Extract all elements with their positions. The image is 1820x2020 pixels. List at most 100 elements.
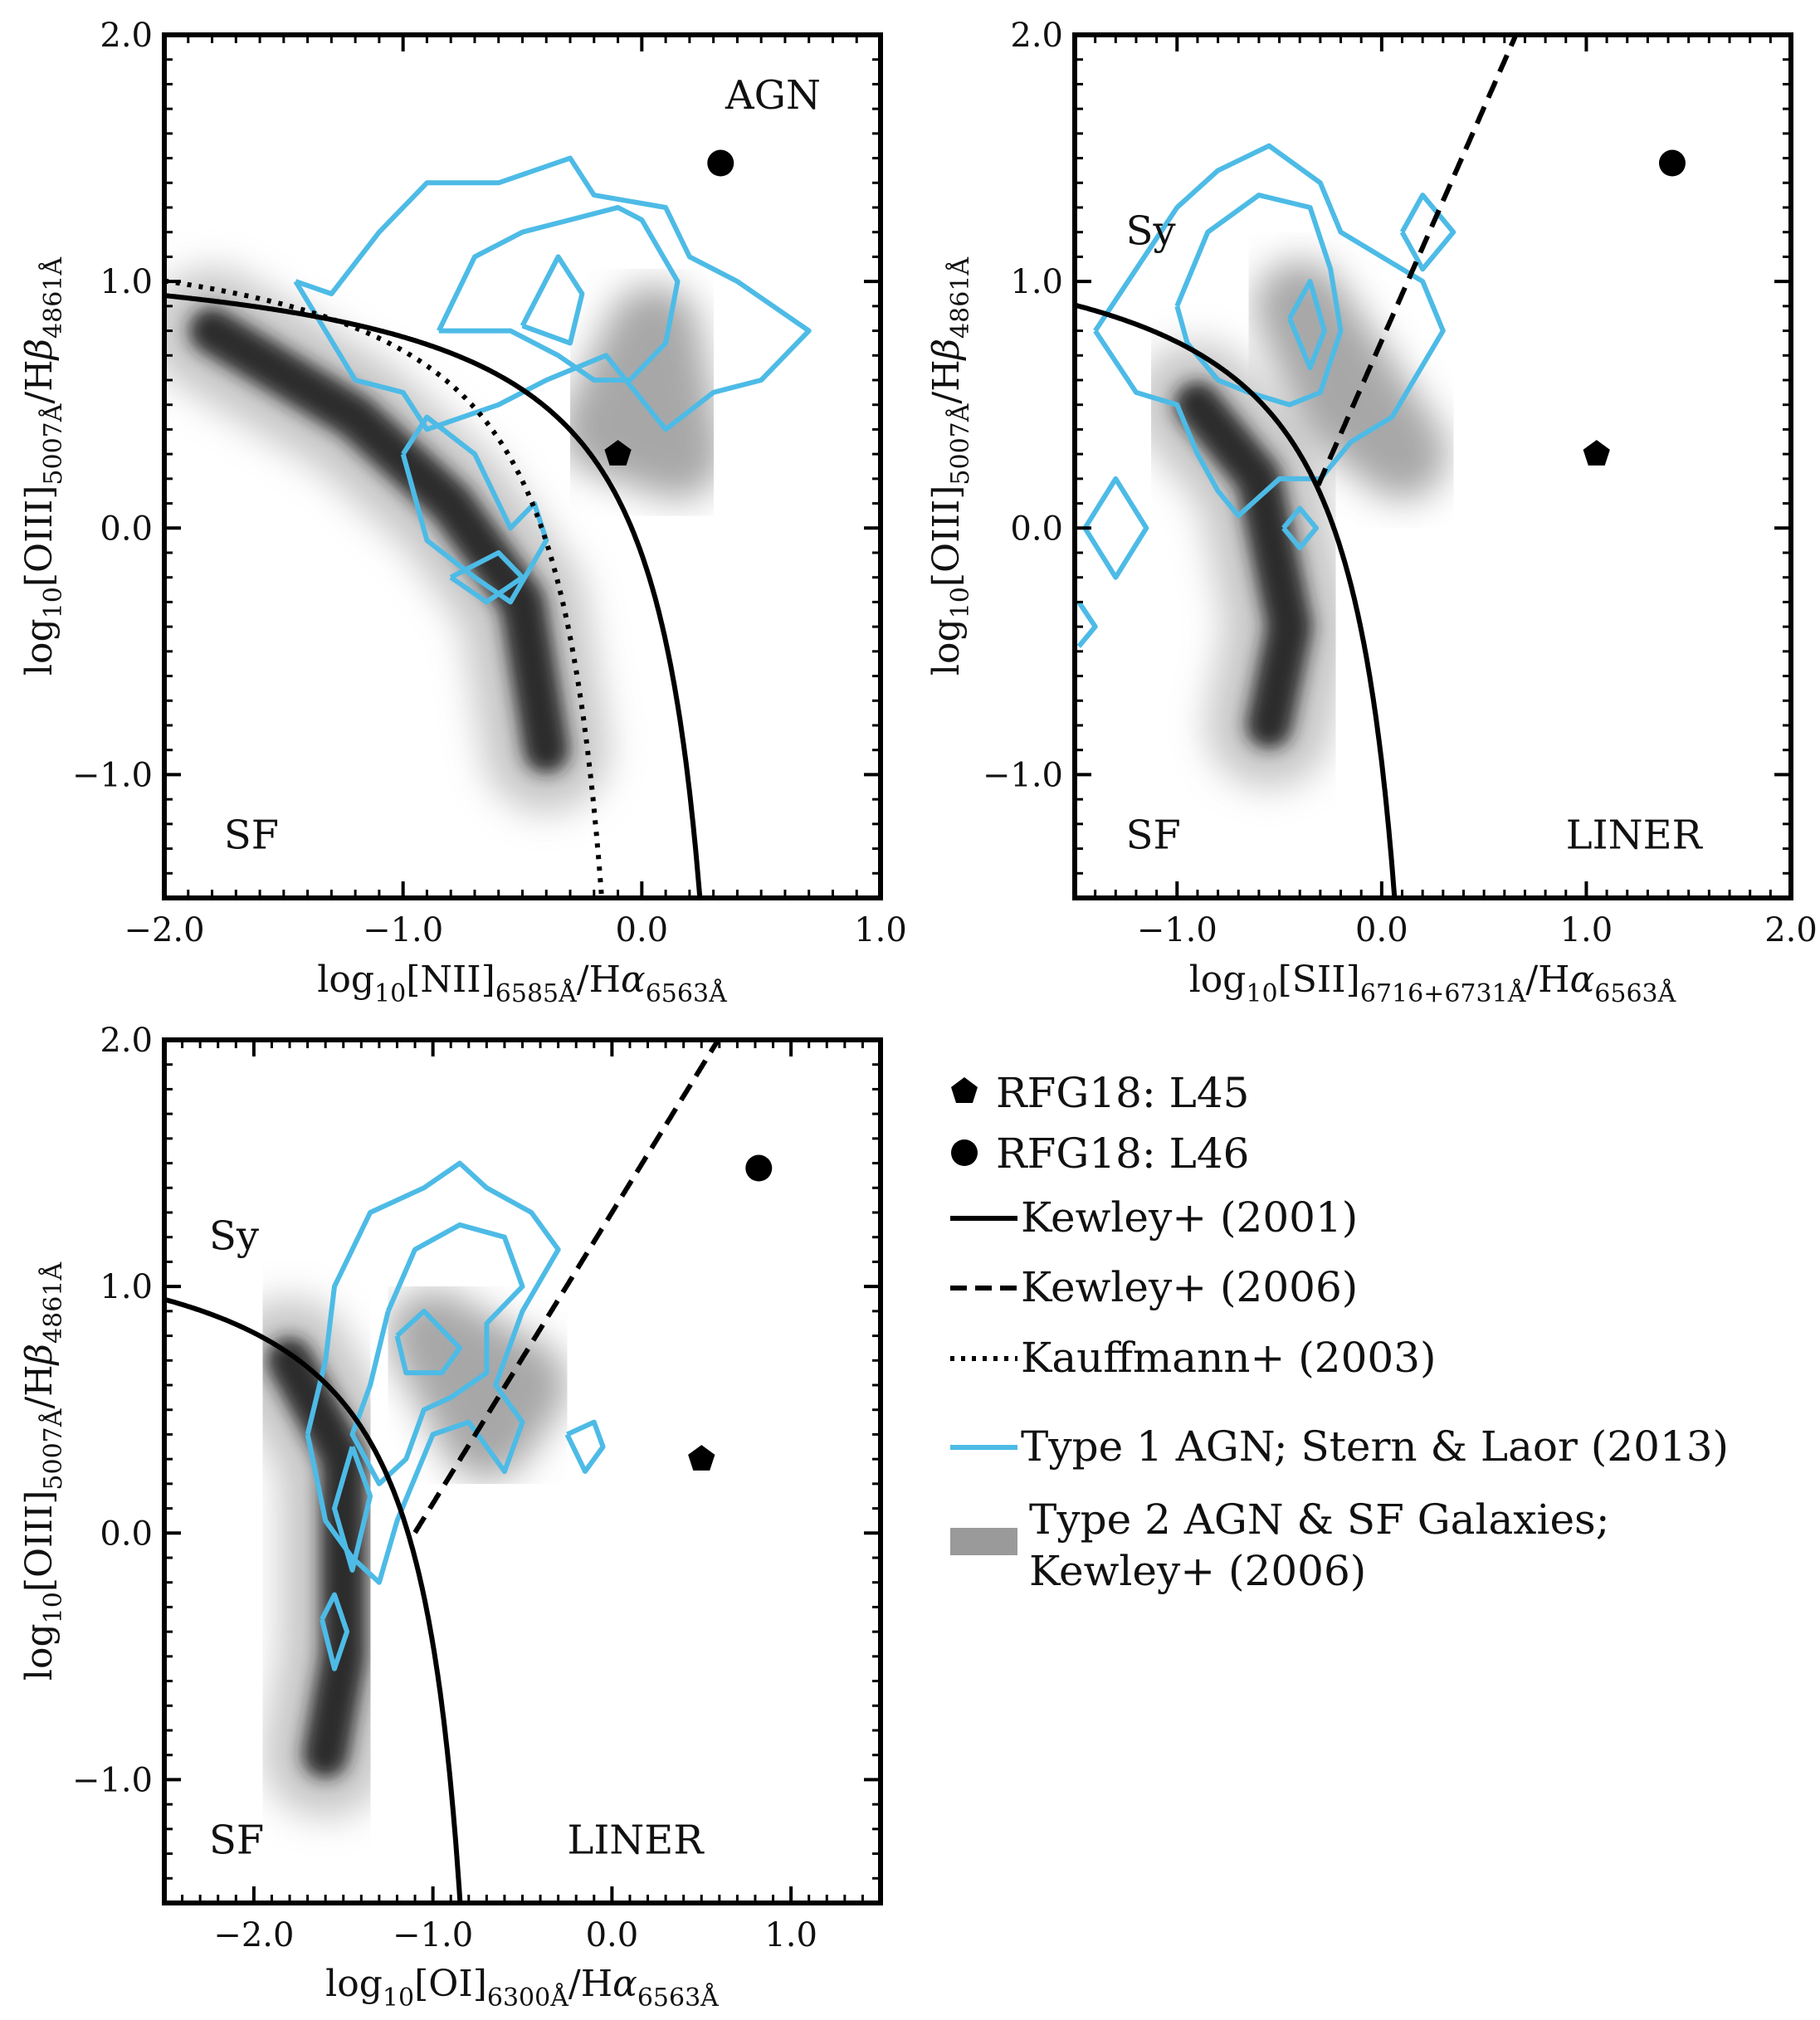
x-tick-label: 1.0 [854, 911, 907, 949]
ticks-nii: −2.0 −1.0 0.0 1.0 −1.0 0.0 1.0 2.0 [72, 17, 907, 949]
legend-label-type2-line1: Type 2 AGN & SF Galaxies; [1029, 1495, 1610, 1544]
legend-label-kewley06: Kewley+ (2006) [1021, 1263, 1358, 1311]
density-ridge [189, 308, 569, 773]
kewley01-line [164, 1296, 463, 1903]
legend-label-type2-line2: Kewley+ (2006) [1029, 1547, 1366, 1595]
type1-contour [1082, 476, 1149, 580]
y-tick-label: 0.0 [1010, 510, 1063, 548]
legend-gray-patch-icon [950, 1528, 1017, 1555]
density-ridge [1174, 382, 1313, 749]
legend-pentagon-icon [951, 1077, 978, 1103]
x-tick-label: −1.0 [1137, 911, 1217, 949]
points-nii [604, 149, 734, 466]
panel-sii: −1.0 0.0 1.0 2.0 −1.0 0.0 1.0 2.0 Sy SF LINER log… [925, 17, 1818, 1008]
x-tick-label: 0.0 [616, 911, 669, 949]
type1-contour [520, 254, 585, 346]
type1-contour [449, 550, 525, 605]
lines-sii [1075, 35, 1519, 898]
x-tick-label: 0.0 [586, 1916, 639, 1954]
legend-label-l45: RFG18: L45 [996, 1069, 1249, 1117]
points-sii [1583, 149, 1686, 466]
type1-contour [332, 1446, 373, 1573]
type1-contour [319, 1592, 350, 1671]
x-tick-label: 1.0 [1560, 911, 1613, 949]
legend-label-type1: Type 1 AGN; Stern & Laor (2013) [1021, 1422, 1729, 1471]
y-tick-label: 1.0 [100, 1268, 153, 1306]
point-l45 [604, 440, 632, 466]
region-label-liner: LINER [1566, 812, 1704, 859]
point-l45 [1583, 440, 1610, 466]
ylabel-nii: log10[OIII]5007Å/Hβ4861Å [18, 257, 68, 676]
y-tick-label: 1.0 [100, 263, 153, 301]
y-tick-label: 1.0 [1010, 263, 1063, 301]
point-l46 [745, 1154, 773, 1182]
legend-item-kewley01: Kewley+ (2001) [950, 1193, 1358, 1242]
axes-frame-sii [1072, 32, 1793, 900]
region-label-sy: Sy [209, 1213, 259, 1260]
region-label-sf: SF [224, 812, 279, 859]
region-label-liner: LINER [567, 1818, 705, 1864]
kewley06-line [412, 1040, 721, 1535]
type1-contour [400, 414, 549, 605]
type1-contour [1399, 193, 1456, 272]
type1-contour [1093, 143, 1446, 519]
y-tick-label: 2.0 [1010, 17, 1063, 55]
density-nii [164, 268, 724, 812]
ticks-oi: −2.0 −1.0 0.0 1.0 −1.0 0.0 1.0 2.0 [72, 1022, 882, 1954]
x-tick-label: −2.0 [213, 1916, 294, 1954]
point-l46 [707, 149, 734, 177]
xlabel-oi: log10[OI]6300Å/Hα6563Å [325, 1963, 719, 2013]
legend-item-kauffmann03: Kauffmann+ (2003) [950, 1334, 1437, 1382]
contours-oi [305, 1160, 606, 1671]
legend-item-kewley06: Kewley+ (2006) [950, 1263, 1358, 1311]
y-tick-label: 2.0 [100, 17, 153, 55]
x-tick-label: −1.0 [363, 911, 443, 949]
panel-oi: −2.0 −1.0 0.0 1.0 −1.0 0.0 1.0 2.0 Sy SF LINER lo… [18, 1022, 883, 2013]
density-cloud [387, 1290, 568, 1481]
lines-nii [164, 278, 703, 898]
lines-oi [164, 1040, 721, 1903]
legend-label-kewley01: Kewley+ (2001) [1021, 1193, 1358, 1242]
x-tick-label: 2.0 [1764, 911, 1818, 949]
density-cloud [560, 285, 724, 500]
density-oi [227, 1290, 568, 1818]
region-labels-oi: Sy SF LINER [209, 1213, 705, 1864]
type1-contour [564, 1419, 606, 1474]
region-label-agn: AGN [725, 72, 821, 119]
x-tick-label: 0.0 [1355, 911, 1408, 949]
kewley06-line [1315, 35, 1519, 486]
ylabel-sii: log10[OIII]5007Å/Hβ4861Å [925, 257, 975, 676]
region-labels-nii: AGN SF [224, 72, 821, 858]
xlabel-nii: log10[NII]6585Å/Hα6563Å [317, 959, 727, 1008]
y-tick-label: 0.0 [100, 1515, 153, 1553]
region-label-sf: SF [209, 1818, 264, 1864]
panel-nii: −2.0 −1.0 0.0 1.0 −1.0 0.0 1.0 2.0 AGN SF log10[… [18, 17, 907, 1008]
kewley01-line [164, 293, 703, 898]
type1-contour [293, 155, 812, 432]
type1-contour [349, 1222, 525, 1486]
contours-nii [293, 155, 812, 605]
kewley01-line [1075, 302, 1398, 898]
y-tick-label: −1.0 [983, 756, 1063, 794]
type1-contour [305, 1160, 561, 1585]
x-tick-label: −2.0 [124, 911, 204, 949]
legend-label-l46: RFG18: L46 [996, 1130, 1249, 1178]
type1-contour [437, 205, 681, 383]
type1-contour [1287, 279, 1327, 371]
point-l45 [688, 1445, 715, 1471]
legend-item-type2: Type 2 AGN & SF Galaxies; Kewley+ (2006) [950, 1495, 1610, 1595]
y-tick-label: 0.0 [100, 510, 153, 548]
points-oi [688, 1154, 773, 1471]
density-ridge [266, 1337, 367, 1778]
xlabel-sii: log10[SII]6716+6731Å/Hα6563Å [1189, 959, 1676, 1008]
type1-contour [1281, 505, 1319, 551]
legend-item-l45: RFG18: L45 [951, 1069, 1249, 1117]
contours-sii [1076, 143, 1456, 648]
y-tick-label: −1.0 [72, 1761, 153, 1799]
legend-item-type1: Type 1 AGN; Stern & Laor (2013) [950, 1422, 1729, 1471]
y-tick-label: 2.0 [100, 1022, 153, 1060]
legend: RFG18: L45 RFG18: L46 Kewley+ (2001) Kew… [950, 1069, 1729, 1595]
type1-contour [1174, 193, 1344, 407]
ylabel-oi: log10[OIII]5007Å/Hβ4861Å [18, 1262, 68, 1681]
